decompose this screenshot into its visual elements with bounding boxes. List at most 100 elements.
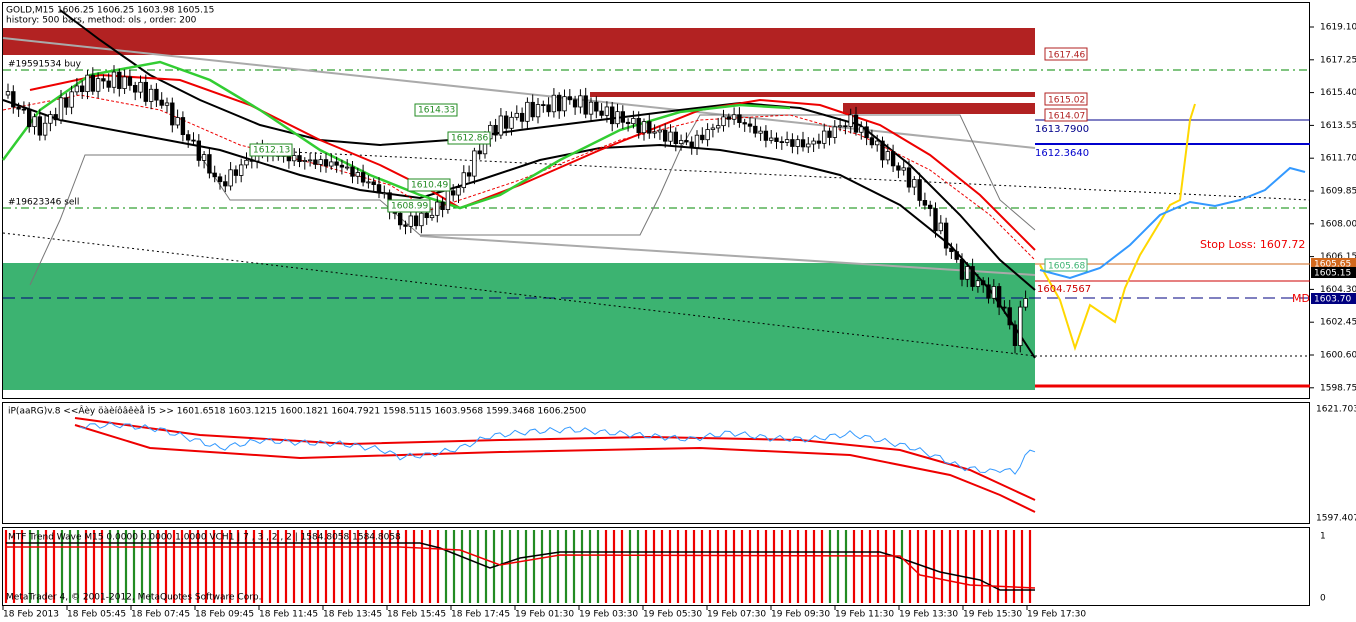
candle <box>991 286 996 299</box>
candle <box>16 106 21 110</box>
resistance-band <box>3 28 1035 55</box>
candle <box>297 155 302 162</box>
candle <box>938 222 943 232</box>
axis-label: 1608.00 <box>1320 219 1356 229</box>
candle <box>80 85 85 93</box>
candle <box>541 104 546 106</box>
candle <box>302 160 307 162</box>
candle <box>1012 324 1018 346</box>
candle <box>726 116 731 120</box>
candle <box>329 161 334 167</box>
candle <box>716 125 721 129</box>
candle <box>673 131 678 145</box>
candle <box>859 126 864 133</box>
candle <box>101 78 106 82</box>
regression-curve <box>59 9 1036 291</box>
candle <box>90 74 95 92</box>
candle <box>832 126 837 138</box>
candle <box>445 190 451 210</box>
candle <box>933 208 938 232</box>
candle <box>307 159 313 162</box>
main-pane <box>2 2 1310 399</box>
time-label: 18 Feb 11:45 <box>259 610 318 620</box>
axis-label: 1604.30 <box>1320 285 1356 295</box>
candle <box>525 101 530 122</box>
candle <box>896 165 901 171</box>
candle <box>705 129 710 141</box>
footer: MetaTrader 4, © 2001-2012, MetaQuotes So… <box>6 593 262 603</box>
wave-line <box>6 542 1035 591</box>
indicator-title: iP(aaRG)v.8 <<Âèy öàèíôâêèå Ì5 >> 1601.6… <box>8 405 586 417</box>
time-label: 19 Feb 15:30 <box>963 610 1022 620</box>
candle <box>663 129 668 142</box>
candle <box>774 137 779 142</box>
candle <box>249 159 254 162</box>
axis-label: 1615.40 <box>1320 88 1356 98</box>
candle <box>472 150 477 177</box>
axis-label: 0 <box>1320 594 1326 604</box>
candle <box>917 179 922 201</box>
axis-label: 1611.70 <box>1320 154 1356 164</box>
indicator-pane <box>2 402 1310 524</box>
candle <box>355 172 360 177</box>
candle <box>185 134 191 141</box>
candle <box>228 169 233 187</box>
candle <box>986 284 991 299</box>
candle <box>37 116 42 136</box>
candle <box>376 184 382 194</box>
time-label: 18 Feb 2013 <box>3 610 59 620</box>
candle <box>546 104 551 113</box>
candle <box>928 204 933 209</box>
history-info: history: 500 bars, method: ols , order: … <box>6 16 197 26</box>
candle <box>85 74 90 93</box>
candle <box>371 181 376 186</box>
candle <box>869 137 875 146</box>
green-boxes: 1614.33 1612.86 1612.13 1610.49 1608.99 <box>249 103 491 213</box>
candle <box>132 85 138 93</box>
axis-label: 1598.75 <box>1320 383 1356 393</box>
candle <box>594 101 599 112</box>
candle <box>848 114 853 127</box>
candle <box>684 140 689 143</box>
candle <box>970 266 975 287</box>
trend-line <box>249 149 1311 201</box>
price-tag: 1605.65 <box>1314 260 1351 270</box>
candle <box>557 94 562 112</box>
candle <box>42 122 48 136</box>
candle <box>74 85 80 93</box>
order-label: #19591534 buy <box>8 60 82 70</box>
candle <box>625 121 631 125</box>
candle <box>503 115 509 129</box>
candle <box>1018 306 1023 346</box>
order-label: #19623346 sell <box>8 198 79 208</box>
candle <box>678 140 684 145</box>
candle <box>641 121 647 134</box>
candle <box>694 134 700 148</box>
candle <box>949 247 954 253</box>
candle <box>631 118 636 125</box>
candle <box>419 212 424 227</box>
candle <box>981 280 986 286</box>
candle <box>604 106 610 116</box>
candle <box>154 88 159 101</box>
candle <box>806 143 811 148</box>
target-label: 1605.68 <box>1048 262 1085 272</box>
signal-line <box>79 421 1036 475</box>
candle <box>647 121 652 134</box>
box <box>447 131 491 145</box>
candle <box>223 181 228 187</box>
candle <box>466 172 472 177</box>
candle <box>424 212 429 219</box>
candle <box>201 154 207 161</box>
candle <box>48 114 53 124</box>
candle <box>912 179 917 188</box>
candle <box>864 126 869 139</box>
candle <box>610 106 615 125</box>
candle <box>429 214 435 219</box>
candle <box>403 224 408 227</box>
time-label: 18 Feb 09:45 <box>195 610 254 620</box>
axis-label: 1617.25 <box>1320 55 1356 65</box>
candle <box>148 88 154 102</box>
time-label: 19 Feb 07:30 <box>707 610 766 620</box>
